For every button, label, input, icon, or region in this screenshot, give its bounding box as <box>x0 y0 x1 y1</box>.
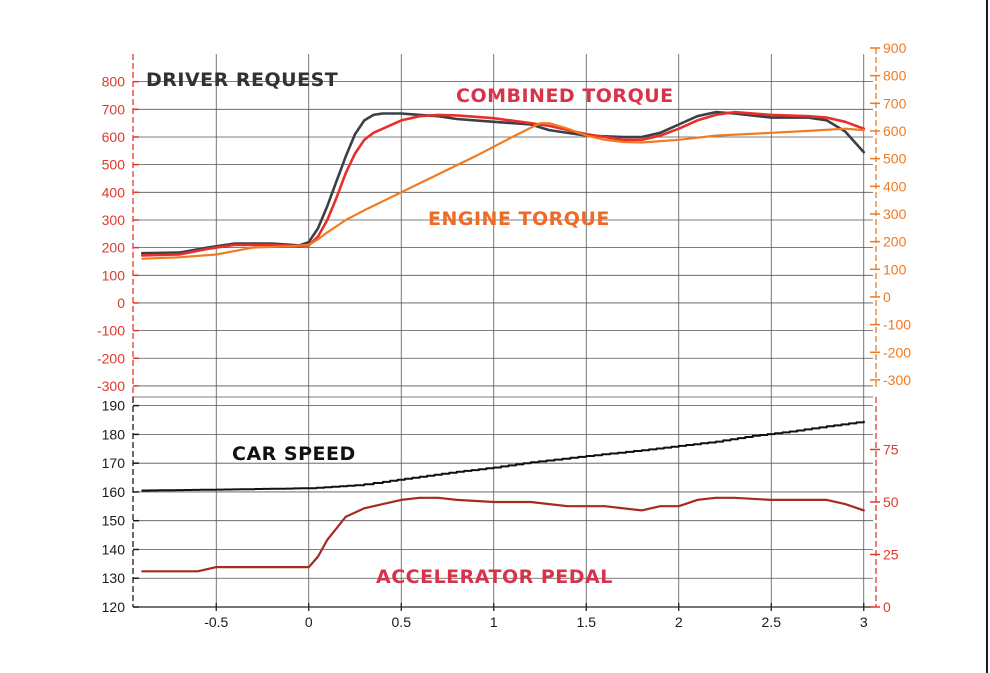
annotation-driver-request: DRIVER REQUEST <box>146 69 338 91</box>
x-tick-label: 2.5 <box>762 614 782 630</box>
series-layer <box>141 110 866 573</box>
top-left-tick-label: 700 <box>102 101 126 117</box>
bottom-right-tick-label: 0 <box>883 599 891 615</box>
top-right-tick-label: 500 <box>883 151 907 167</box>
bottom-left-tick-label: 180 <box>102 426 126 442</box>
bottom-left-tick-label: 190 <box>102 398 126 414</box>
top-left-tick-label: 600 <box>102 129 126 145</box>
bottom-right-tick-label: 50 <box>883 494 899 510</box>
top-left-tick-label: 300 <box>102 212 126 228</box>
top-right-tick-label: -200 <box>883 344 911 360</box>
top-left-tick-label: 200 <box>102 240 126 256</box>
tick-labels: 8007006005004003002001000-100-200-300900… <box>97 40 911 630</box>
top-right-tick-label: 900 <box>883 40 907 56</box>
bottom-left-tick-label: 130 <box>102 570 126 586</box>
top-right-tick-label: -300 <box>883 372 911 388</box>
right-border-line <box>986 0 988 673</box>
bottom-left-tick-label: 120 <box>102 599 126 615</box>
series-line-car_speed <box>141 420 865 492</box>
grid-lines <box>133 54 873 607</box>
bottom-right-tick-label: 25 <box>883 547 899 563</box>
bottom-left-tick-label: 150 <box>102 513 126 529</box>
annotation-accelerator-pedal: ACCELERATOR PEDAL <box>376 566 613 588</box>
top-left-tick-label: 800 <box>102 74 126 90</box>
top-left-tick-label: 500 <box>102 157 126 173</box>
top-right-tick-label: -100 <box>883 317 911 333</box>
top-left-tick-label: -100 <box>97 323 125 339</box>
top-right-tick-label: 200 <box>883 234 907 250</box>
top-left-tick-label: 0 <box>117 295 125 311</box>
annotation-combined-torque: COMBINED TORQUE <box>456 85 674 107</box>
x-tick-label: 1 <box>490 614 498 630</box>
series-line-engine_torque <box>141 122 865 260</box>
top-left-tick-label: 100 <box>102 267 126 283</box>
top-right-tick-label: 400 <box>883 178 907 194</box>
bottom-right-tick-label: 75 <box>883 442 899 458</box>
top-right-tick-label: 600 <box>883 123 907 139</box>
top-right-tick-label: 700 <box>883 95 907 111</box>
top-left-tick-label: -200 <box>97 350 125 366</box>
top-left-tick-label: -300 <box>97 378 125 394</box>
x-tick-label: 0.5 <box>392 614 412 630</box>
bottom-left-tick-label: 160 <box>102 484 126 500</box>
bottom-left-tick-label: 170 <box>102 455 126 471</box>
top-right-tick-label: 100 <box>883 261 907 277</box>
x-tick-label: 2 <box>675 614 683 630</box>
x-tick-label: 3 <box>860 614 868 630</box>
top-right-tick-label: 800 <box>883 68 907 84</box>
top-left-tick-label: 400 <box>102 184 126 200</box>
x-tick-label: 0 <box>305 614 313 630</box>
x-tick-label: 1.5 <box>577 614 597 630</box>
x-tick-label: -0.5 <box>204 614 228 630</box>
axes <box>132 48 877 608</box>
bottom-left-tick-label: 140 <box>102 541 126 557</box>
annotation-car-speed: CAR SPEED <box>232 443 356 465</box>
series-line-accelerator_pedal <box>141 496 865 573</box>
annotation-engine-torque: ENGINE TORQUE <box>428 208 610 230</box>
top-right-tick-label: 0 <box>883 289 891 305</box>
top-right-tick-label: 300 <box>883 206 907 222</box>
